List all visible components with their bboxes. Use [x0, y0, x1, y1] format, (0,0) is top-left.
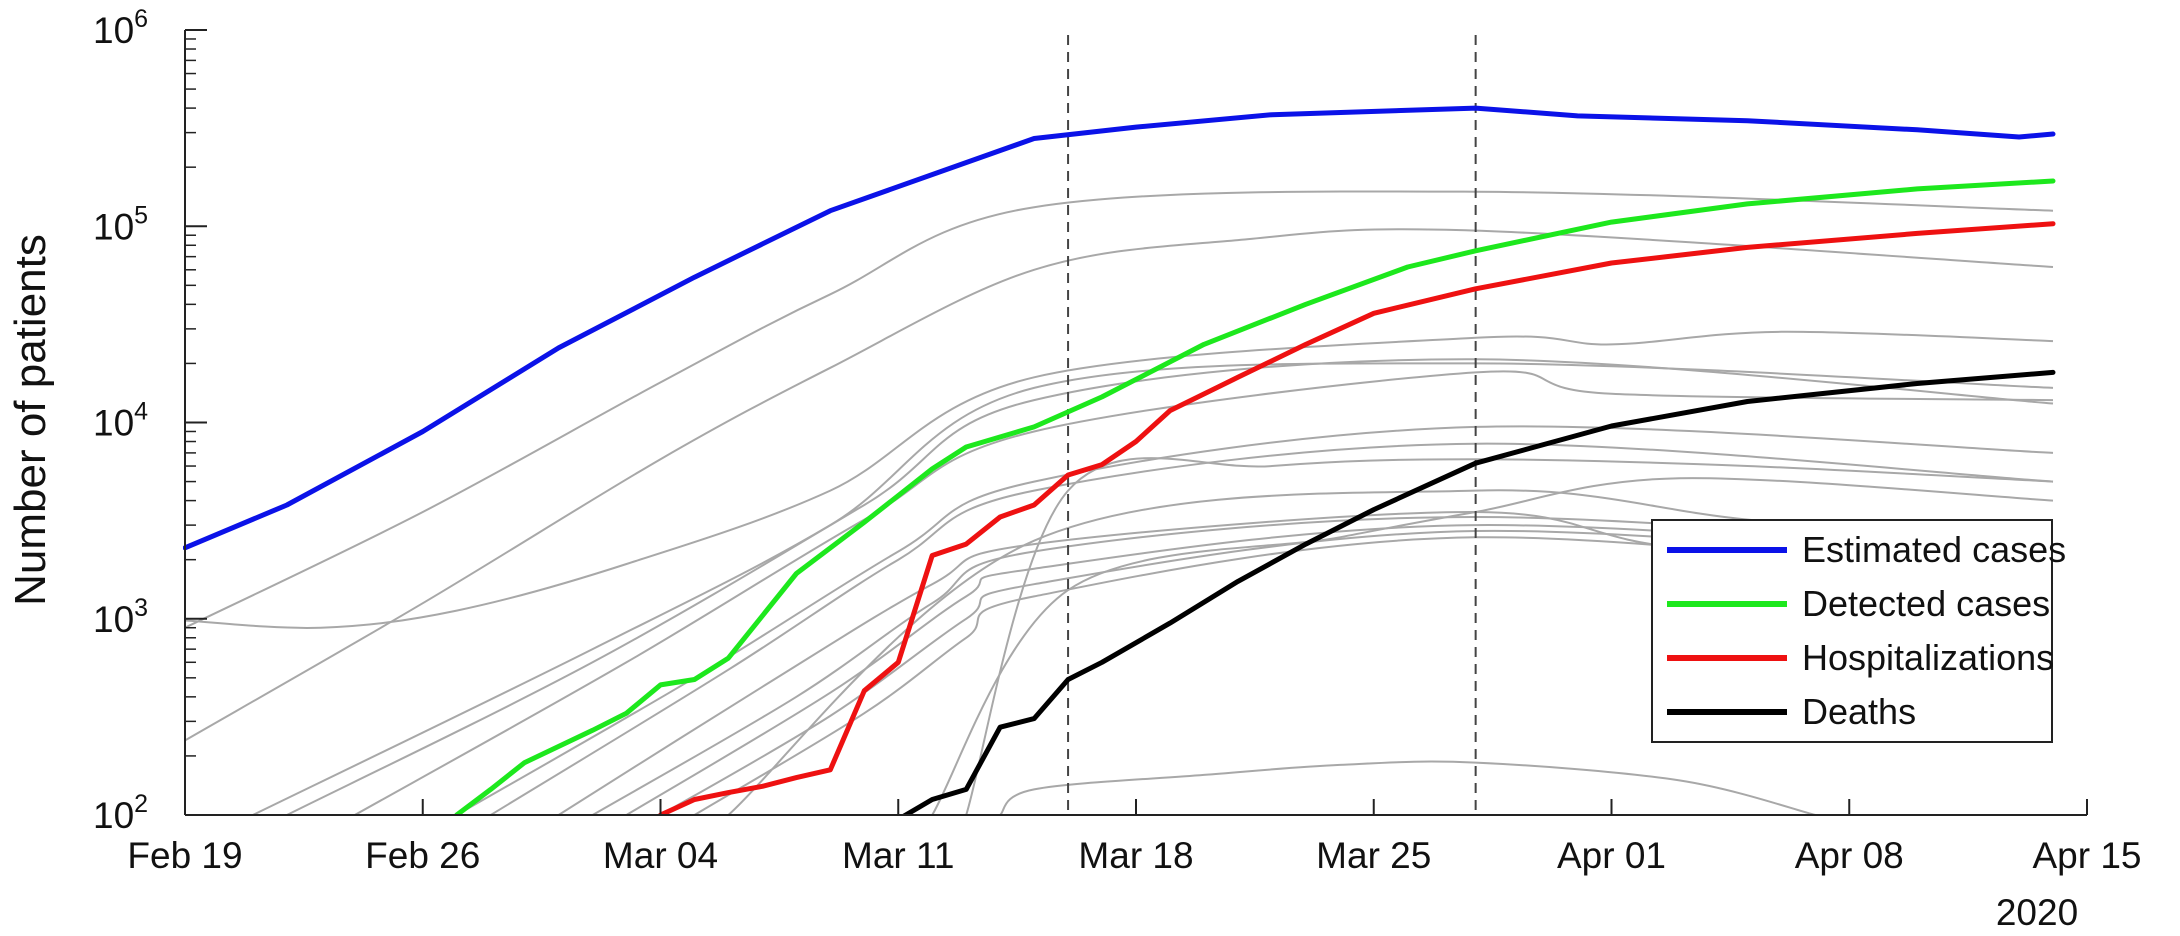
- series-line-hospitalizations: [658, 221, 2056, 815]
- y-axis-label: Number of patients: [6, 234, 55, 606]
- y-tick-label: 106: [93, 5, 148, 51]
- background-line-17: [999, 760, 1816, 815]
- background-line-1: [184, 190, 2054, 629]
- y-tick-label: 105: [93, 201, 148, 247]
- legend-label: Deaths: [1802, 691, 1916, 732]
- x-year-label: 2020: [1996, 892, 2078, 933]
- x-tick-label: Apr 08: [1795, 835, 1904, 876]
- background-line-5: [286, 358, 2054, 815]
- legend: Estimated cases Detected cases Hospitaliza…: [1651, 519, 2066, 743]
- series-line-estimated-cases: [183, 105, 2056, 551]
- x-tick-label: Mar 11: [842, 835, 954, 876]
- x-tick-label: Mar 25: [1316, 835, 1431, 876]
- background-line-15: [931, 477, 2054, 815]
- legend-label: Detected cases: [1802, 583, 2050, 624]
- legend-label: Hospitalizations: [1802, 637, 2054, 678]
- background-line-8: [490, 442, 2054, 815]
- reference-lines: [1067, 35, 1477, 815]
- x-tick-label: Mar 04: [603, 835, 718, 876]
- background-line-3: [184, 330, 2054, 629]
- axes: 102 103 104 105 106 Feb 19 Feb 26 Mar 04 Mar 11 M…: [93, 5, 2142, 933]
- background-line-16: [965, 457, 2054, 815]
- main-series: [183, 105, 2056, 815]
- x-tick-label: Mar 18: [1078, 835, 1193, 876]
- legend-label: Estimated cases: [1802, 529, 2066, 570]
- series-line-deaths: [900, 369, 2056, 815]
- y-tick-label: 102: [93, 790, 148, 836]
- series-line-detected-cases: [454, 178, 2056, 815]
- background-line-6: [354, 370, 2054, 815]
- x-tick-label: Feb 26: [365, 835, 480, 876]
- x-tick-label: Feb 19: [127, 835, 242, 876]
- y-tick-label: 104: [93, 398, 148, 444]
- legend-box: [1651, 519, 2053, 743]
- x-tick-label: Apr 01: [1557, 835, 1666, 876]
- x-tick-label: Apr 15: [2032, 835, 2141, 876]
- y-tick-label: 103: [93, 594, 148, 640]
